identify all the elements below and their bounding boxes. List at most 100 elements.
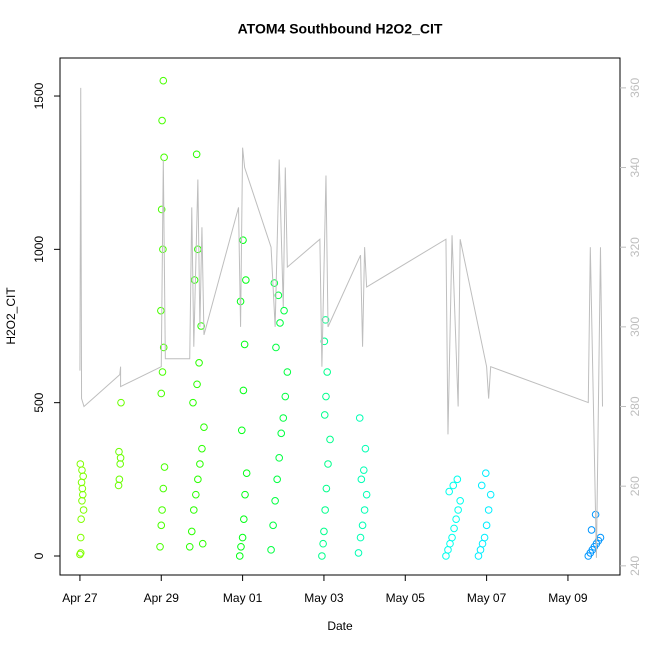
data-point [198, 539, 207, 548]
data-point [456, 496, 464, 505]
data-point [275, 454, 284, 462]
data-point [197, 322, 205, 330]
data-point [446, 539, 454, 548]
data-point [239, 236, 247, 244]
y2-tick-label: 340 [628, 157, 642, 177]
data-point [194, 475, 202, 484]
data-point [239, 386, 248, 395]
data-point [320, 411, 329, 419]
y2-tick-label: 260 [628, 476, 642, 496]
data-point [360, 506, 369, 514]
data-point [280, 306, 288, 315]
data-point [449, 481, 458, 490]
x-tick-label: May 03 [304, 591, 344, 605]
data-point [159, 484, 168, 493]
data-point [79, 472, 87, 481]
data-point [355, 414, 364, 422]
data-point [76, 533, 85, 542]
data-point [321, 506, 329, 514]
data-point [198, 444, 206, 453]
y-tick-label: 0 [32, 552, 46, 559]
data-point [157, 389, 166, 398]
data-point [158, 116, 166, 125]
data-point [157, 521, 166, 530]
y2-tick-label: 240 [628, 556, 642, 576]
data-point [194, 245, 202, 254]
x-tick-label: May 07 [467, 591, 507, 605]
data-point [276, 319, 284, 327]
data-point [76, 549, 85, 557]
plot-frame [59, 57, 621, 576]
data-point [196, 460, 204, 468]
data-point [326, 435, 334, 444]
data-point [269, 521, 277, 530]
data-point [187, 527, 196, 536]
data-point [454, 506, 462, 514]
data-point [444, 546, 452, 554]
data-point [486, 490, 495, 499]
data-point [77, 515, 85, 523]
data-point [237, 542, 245, 551]
data-point [76, 550, 84, 559]
data-point [318, 552, 326, 560]
data-point [78, 466, 86, 474]
data-point [78, 496, 86, 505]
data-point [160, 463, 169, 471]
y2-tick-label: 300 [628, 317, 642, 337]
data-point [283, 368, 292, 376]
data-point [476, 546, 485, 554]
data-point [242, 276, 250, 284]
data-point [482, 521, 491, 530]
y-axis-label: H2O2_CIT [4, 287, 18, 345]
data-point [159, 343, 168, 352]
data-point [320, 527, 328, 536]
data-point [359, 466, 368, 474]
data-point [362, 490, 371, 499]
data-point [587, 526, 596, 534]
data-point [271, 496, 279, 505]
data-point [272, 343, 280, 352]
data-point [200, 423, 208, 431]
data-point [159, 76, 168, 85]
x-tick-label: May 01 [223, 591, 263, 605]
data-point [319, 539, 327, 548]
data-point [281, 392, 290, 401]
data-point [158, 506, 166, 514]
data-point [240, 340, 249, 349]
data-point [115, 475, 124, 484]
data-point [158, 368, 167, 376]
data-point [235, 552, 244, 560]
data-point [478, 539, 487, 548]
data-point [157, 205, 166, 214]
data-point [195, 359, 203, 367]
x-axis-label: Date [327, 619, 353, 633]
data-point [445, 487, 453, 496]
x-tick-label: Apr 27 [62, 591, 98, 605]
data-point [474, 552, 483, 560]
data-point [190, 276, 199, 284]
data-point [596, 533, 605, 542]
y-tick-label: 1000 [32, 236, 46, 263]
data-point [322, 392, 330, 401]
y-tick-label: 1500 [32, 82, 46, 109]
data-point [189, 506, 198, 514]
data-point [157, 306, 165, 315]
data-point [115, 447, 123, 456]
x-tick-label: May 09 [548, 591, 588, 605]
data-point [274, 291, 283, 300]
data-point [189, 398, 197, 407]
data-point [79, 506, 88, 514]
data-point [156, 542, 164, 551]
y2-tick-label: 360 [628, 78, 642, 98]
data-point [241, 490, 249, 499]
data-point [192, 490, 200, 499]
data-point [273, 475, 281, 484]
data-point [484, 506, 493, 514]
data-point [354, 549, 363, 557]
data-point [323, 368, 331, 376]
data-point [321, 316, 330, 324]
data-point [442, 552, 450, 560]
data-point [358, 521, 367, 530]
